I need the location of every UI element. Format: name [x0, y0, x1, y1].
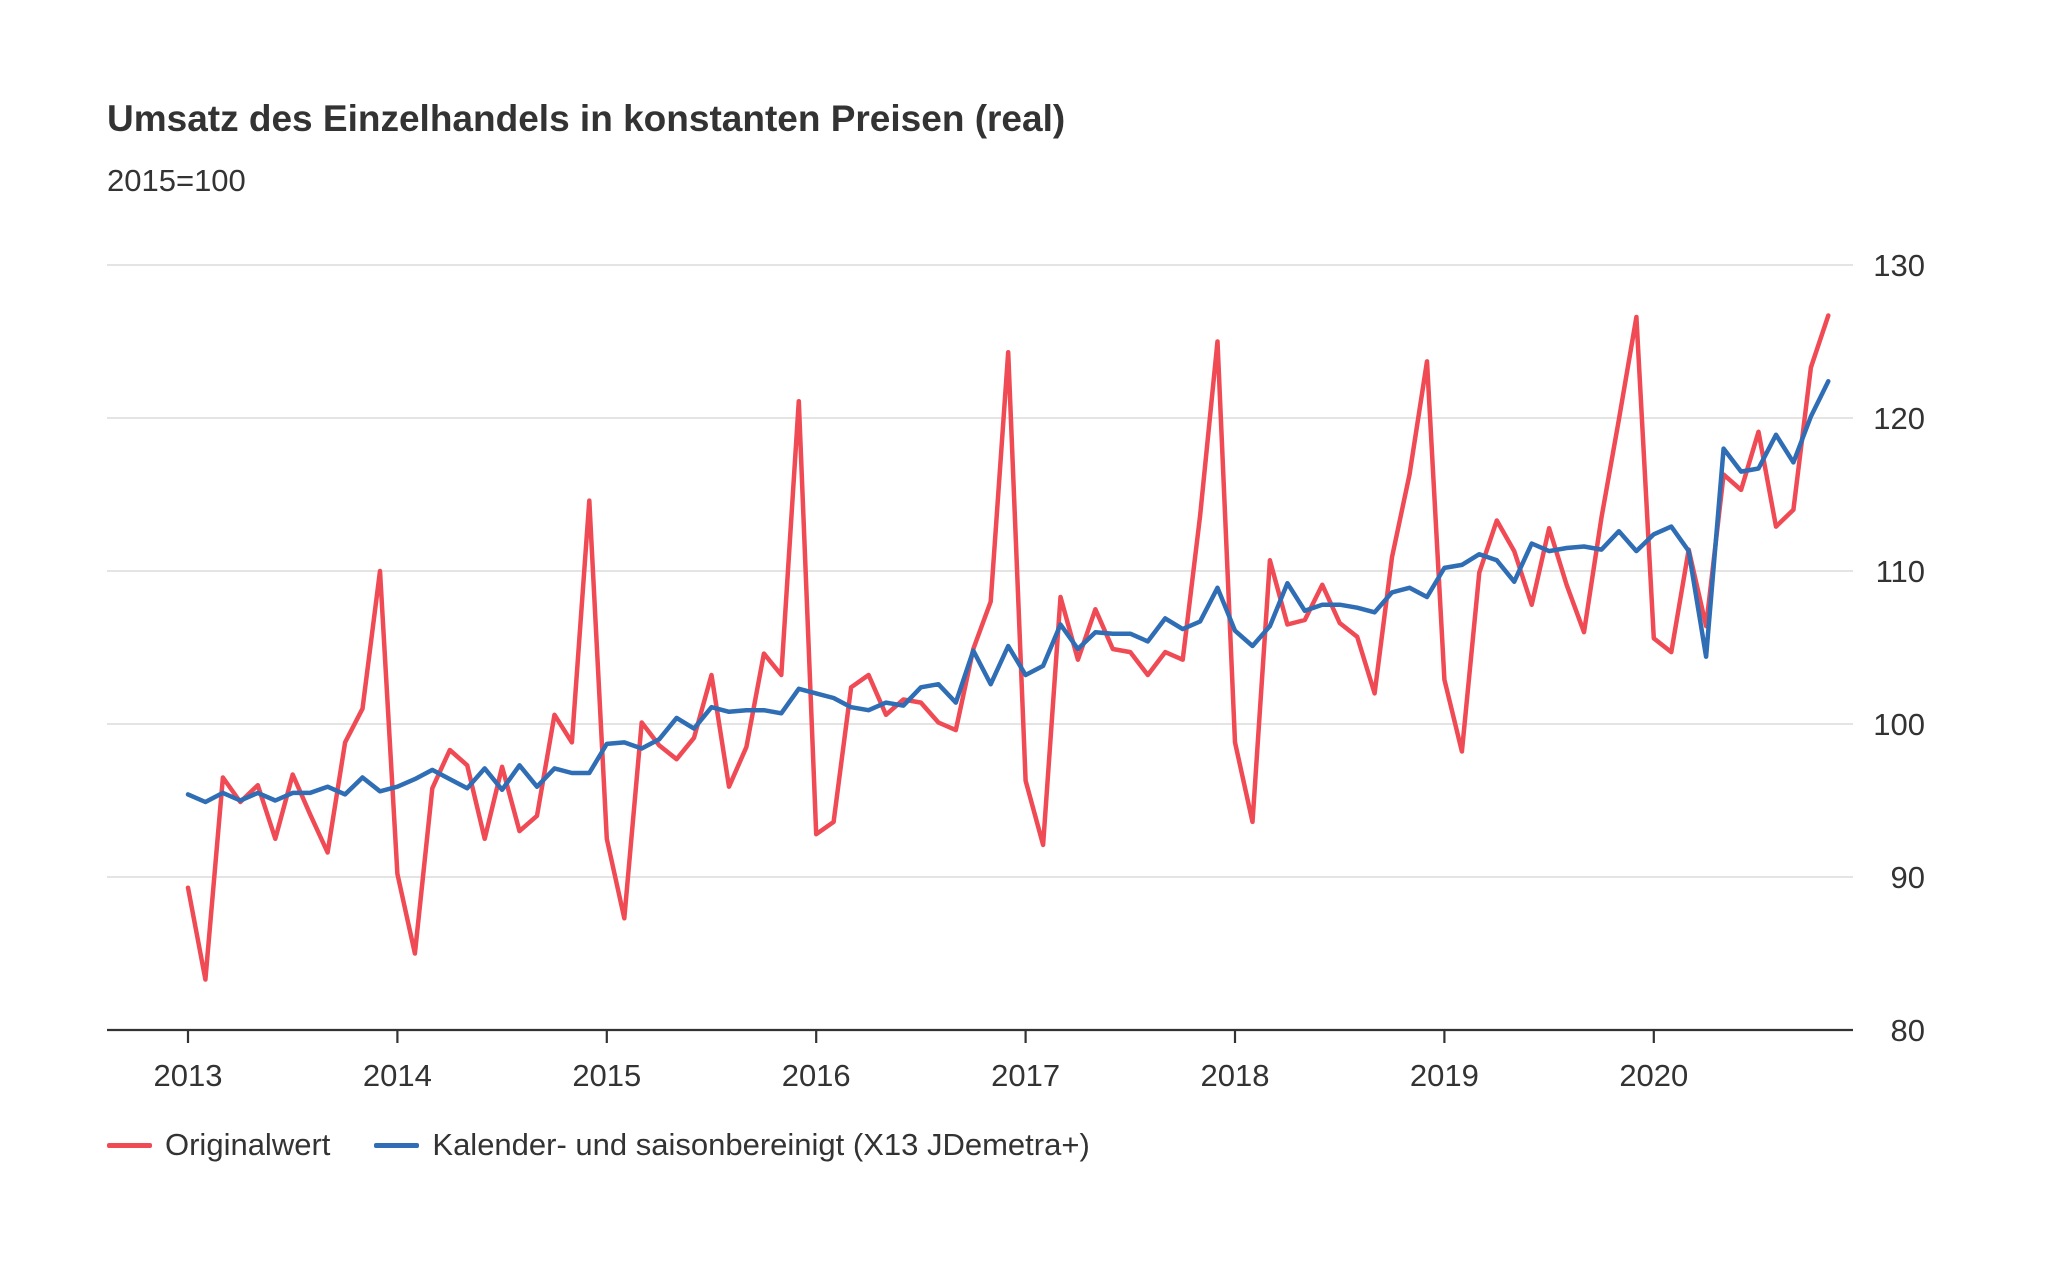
legend-label-saisonbereinigt: Kalender- und saisonbereinigt (X13 JDeme… — [432, 1127, 1090, 1162]
series-line-saisonbereinigt — [185, 379, 1831, 805]
x-tick-label-2016: 2016 — [782, 1058, 851, 1093]
series-line-originalwert — [185, 313, 1831, 982]
x-tick-label-2019: 2019 — [1410, 1058, 1479, 1093]
legend-item-originalwert: Originalwert — [107, 1127, 330, 1163]
chart-title: Umsatz des Einzelhandels in konstanten P… — [107, 98, 1066, 139]
legend-swatch-originalwert — [107, 1142, 152, 1148]
y-tick-label-90: 90 — [1891, 860, 1925, 895]
x-tick-label-2017: 2017 — [991, 1058, 1060, 1093]
y-tick-label-120: 120 — [1873, 401, 1925, 436]
y-tick-label-80: 80 — [1891, 1013, 1925, 1048]
x-axis: 2013 2014 2015 2016 2017 2018 2019 2020 — [107, 1028, 1853, 1093]
x-tick-label-2013: 2013 — [154, 1058, 223, 1093]
y-axis-tick-labels: 80 90 100 110 120 130 — [1873, 248, 1925, 1048]
chart-subtitle: 2015=100 — [107, 163, 246, 198]
x-tick-label-2015: 2015 — [572, 1058, 641, 1093]
y-tick-label-100: 100 — [1873, 707, 1925, 742]
x-tick-label-2014: 2014 — [363, 1058, 432, 1093]
y-tick-label-110: 110 — [1876, 554, 1925, 589]
y-tick-label-130: 130 — [1873, 248, 1925, 283]
legend-item-saisonbereinigt: Kalender- und saisonbereinigt (X13 JDeme… — [374, 1127, 1090, 1163]
legend-swatch-saisonbereinigt — [374, 1142, 420, 1148]
series-lines — [185, 313, 1831, 982]
chart-legend: Originalwert Kalender- und saisonbereini… — [107, 1127, 1134, 1163]
legend-label-originalwert: Originalwert — [165, 1127, 331, 1162]
x-tick-label-2020: 2020 — [1619, 1058, 1688, 1093]
x-tick-label-2018: 2018 — [1201, 1058, 1270, 1093]
